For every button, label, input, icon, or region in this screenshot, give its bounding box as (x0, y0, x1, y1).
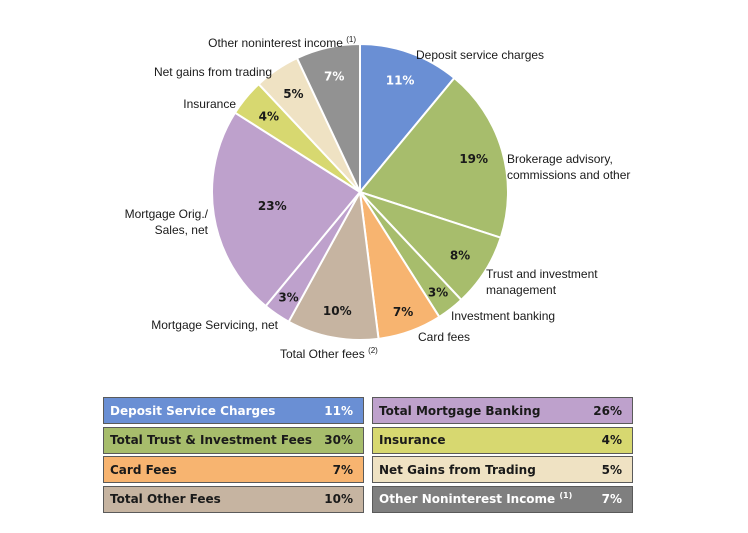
summary-row: Other Noninterest Income (1) 7% (372, 485, 633, 513)
pie-pct-label-5: 10% (323, 304, 352, 318)
pie-slice-0 (359, 42, 456, 195)
summary-row-value: 7% (332, 462, 353, 477)
summary-row: Insurance 4% (372, 426, 633, 454)
label-mortgage-orig: Mortgage Orig./ Sales, net (90, 206, 208, 238)
pie-pct-label-2: 8% (450, 248, 470, 262)
pie-pct-label-0: 11% (386, 74, 415, 88)
summary-row-name: Net Gains from Trading (379, 462, 536, 477)
label-other-noninterest-income: Other noninterest income (1) (208, 35, 356, 51)
label-total-other-fees: Total Other fees (2) (280, 346, 378, 362)
label-trust-line2: management (486, 283, 557, 297)
label-mortgage-servicing: Mortgage Servicing, net (151, 318, 278, 332)
pie-pct-label-9: 5% (283, 87, 303, 101)
summary-row-name: Insurance (379, 433, 446, 447)
pie-pct-label-1: 19% (459, 152, 488, 166)
label-card-fees: Card fees (418, 330, 471, 344)
summary-row: Card Fees 7% (103, 456, 364, 483)
pie-pct-label-3: 3% (428, 286, 448, 300)
summary-row: Total Trust & Investment Fees 30% (103, 426, 364, 454)
label-insurance: Insurance (183, 97, 236, 111)
label-deposit-service-charges: Deposit service charges (416, 48, 545, 62)
summary-row-name: Other Noninterest Income (1) (379, 491, 573, 507)
label-mortgage-orig-line2: Sales, net (154, 223, 208, 237)
summary-row-note: (1) (559, 491, 573, 500)
label-trust: Trust and investment management (486, 266, 598, 298)
summary-row-name: Deposit Service Charges (110, 403, 276, 418)
pie-slice-5 (287, 188, 380, 341)
summary-row-name: Card Fees (110, 462, 177, 477)
label-investment-banking: Investment banking (451, 309, 556, 323)
summary-row-value: 5% (601, 462, 622, 477)
summary-row-value: 4% (601, 433, 622, 447)
summary-row-name: Total Other Fees (110, 492, 221, 506)
summary-row-name: Total Mortgage Banking (379, 403, 541, 418)
pie-pct-label-7: 23% (258, 199, 287, 213)
pie-slice-7 (211, 111, 362, 308)
pie-slice-10 (295, 42, 361, 193)
label-brokerage-line1: Brokerage advisory, (507, 152, 613, 166)
label-brokerage: Brokerage advisory, commissions and othe… (507, 151, 630, 183)
pie-pct-label-10: 7% (324, 70, 344, 84)
summary-row-name: Total Trust & Investment Fees (110, 433, 313, 447)
summary-row-value: 11% (324, 403, 353, 418)
summary-row: Net Gains from Trading 5% (372, 456, 633, 483)
summary-row-value: 30% (324, 433, 353, 447)
summary-row-value: 7% (601, 492, 622, 506)
pie-pct-label-4: 7% (393, 305, 413, 319)
label-brokerage-line2: commissions and other (507, 168, 631, 182)
pie-pct-label-6: 3% (278, 290, 298, 304)
pie-chart: 11% 19% 8% 3% 7% 10% 3% 23% 4% 5% 7% (211, 42, 509, 341)
summary-row-value: 26% (593, 403, 622, 418)
label-net-gains-trading: Net gains from trading (153, 65, 272, 79)
summary-row: Total Mortgage Banking 26% (372, 397, 633, 424)
pie-slice-1 (358, 76, 509, 239)
summary-row: Total Other Fees 10% (103, 485, 364, 513)
summary-row-value: 10% (324, 492, 353, 506)
label-trust-line1: Trust and investment (486, 267, 598, 281)
label-mortgage-orig-line1: Mortgage Orig./ (124, 207, 208, 221)
pie-pct-label-8: 4% (259, 110, 279, 124)
summary-row: Deposit Service Charges 11% (103, 397, 364, 424)
